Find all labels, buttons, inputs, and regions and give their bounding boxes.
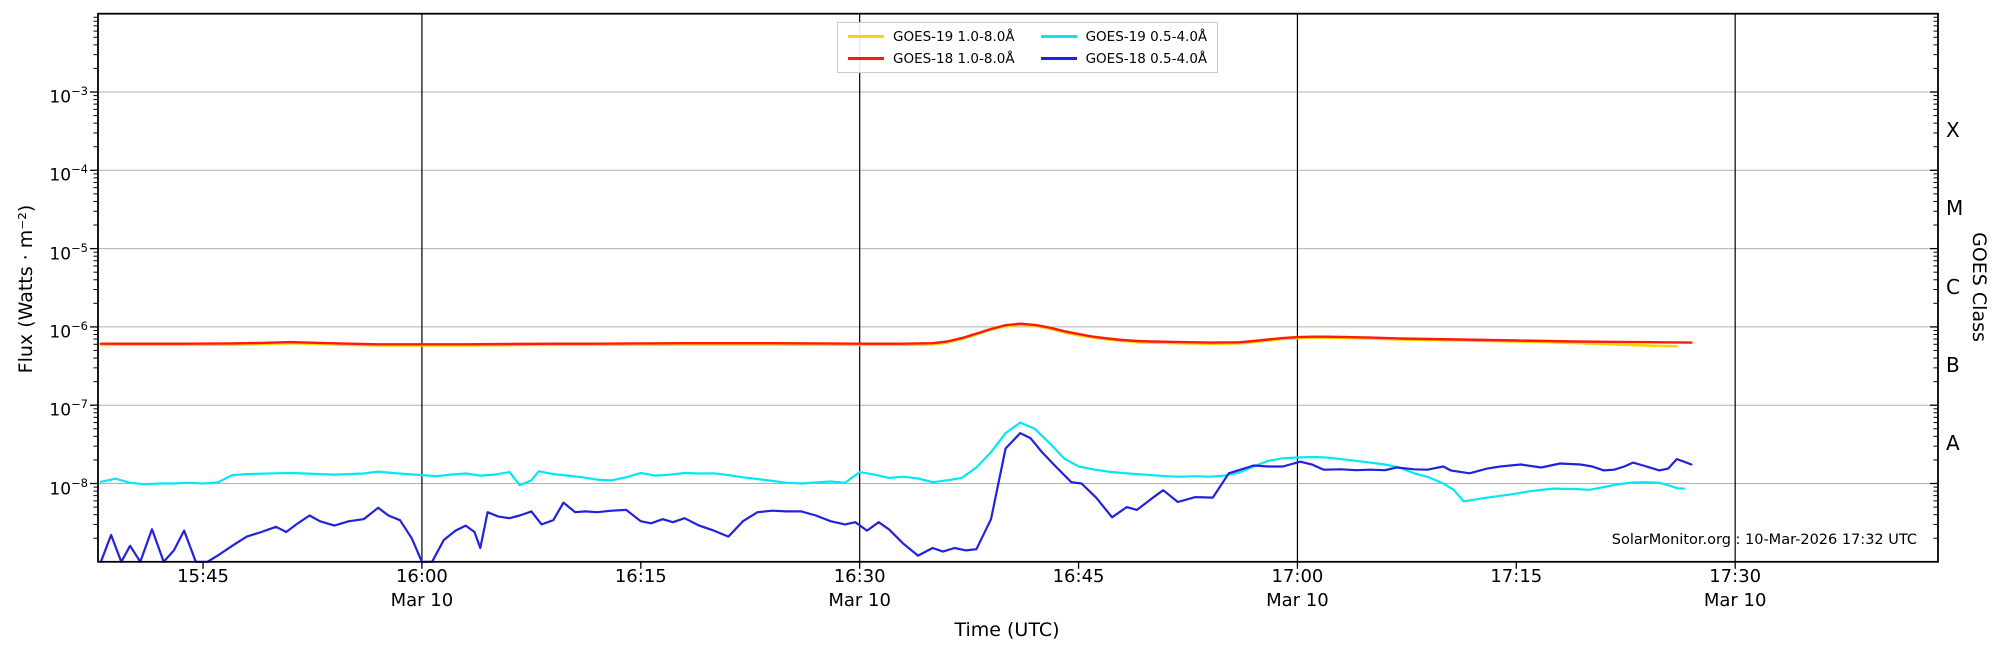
legend-item-goes19-long: GOES-19 1.0-8.0Å (848, 26, 1015, 47)
series-goes18-long (99, 322, 1693, 346)
legend-label: GOES-19 0.5-4.0Å (1085, 28, 1208, 45)
series-goes18-short (99, 432, 1693, 563)
series-goes19-short (99, 421, 1686, 503)
legend-swatch-goes18-long (848, 57, 884, 60)
legend-swatch-goes19-long (848, 35, 884, 38)
legend-label: GOES-18 1.0-8.0Å (893, 50, 1015, 67)
legend-label: GOES-18 0.5-4.0Å (1085, 50, 1208, 67)
legend-label: GOES-19 1.0-8.0Å (893, 28, 1015, 45)
legend-item-goes19-short: GOES-19 0.5-4.0Å (1040, 26, 1208, 47)
legend-swatch-goes18-short (1040, 57, 1077, 60)
legend-item-goes18-short: GOES-18 0.5-4.0Å (1040, 48, 1208, 69)
plot-border (97, 12, 1939, 563)
legend-swatch-goes19-short (1040, 35, 1077, 38)
legend: GOES-19 1.0-8.0Å GOES-18 1.0-8.0Å GOES-1… (837, 22, 1219, 73)
legend-item-goes18-long: GOES-18 1.0-8.0Å (848, 48, 1015, 69)
